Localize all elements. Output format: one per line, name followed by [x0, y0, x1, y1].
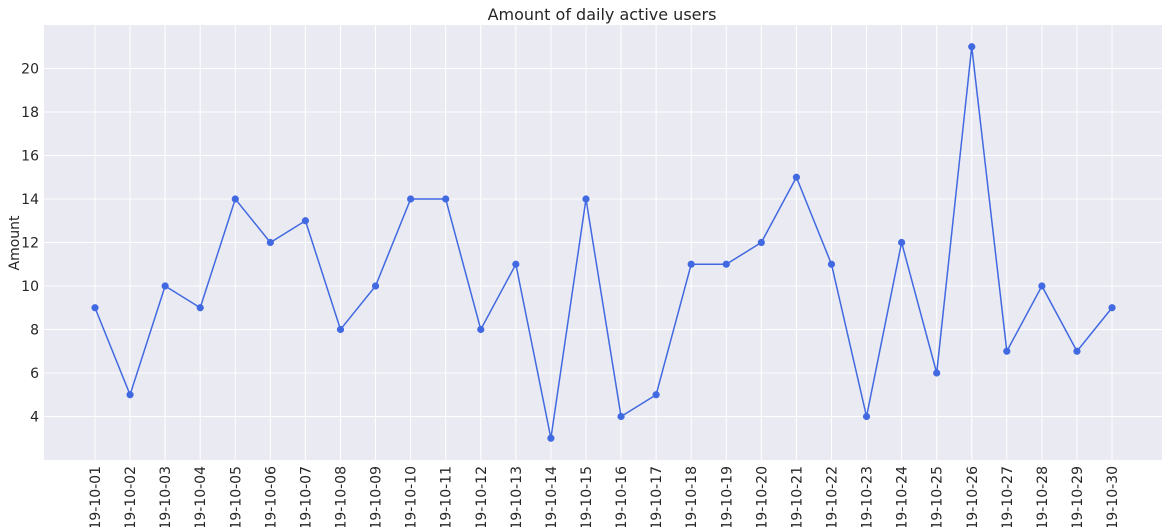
data-point	[652, 391, 660, 399]
data-point	[371, 282, 380, 290]
x-tick-label: 19-10-26	[965, 466, 981, 527]
y-tick-label: 8	[30, 323, 39, 339]
y-tick-label: 6	[30, 366, 39, 382]
y-tick-label: 20	[21, 62, 39, 78]
x-tick-label: 19-10-22	[824, 466, 840, 527]
data-point	[407, 195, 415, 203]
data-point	[547, 434, 555, 442]
x-tick-label: 19-10-18	[684, 466, 700, 527]
y-tick-label: 18	[21, 105, 39, 121]
x-tick-label: 19-10-19	[719, 466, 735, 527]
data-point	[722, 260, 730, 268]
x-tick-label: 19-10-05	[228, 466, 244, 527]
data-point	[862, 412, 871, 421]
data-point	[757, 238, 765, 247]
x-tick-label: 19-10-24	[895, 466, 911, 527]
data-point	[126, 391, 134, 399]
data-point	[827, 260, 836, 268]
x-tick-label: 19-10-15	[579, 466, 595, 527]
x-tick-label: 19-10-23	[860, 466, 876, 527]
y-tick-label: 10	[21, 279, 39, 295]
y-tick-labels: 4 6 8 10 12 14 16 18 20	[21, 62, 39, 426]
x-tick-label: 19-10-25	[930, 466, 946, 527]
data-point	[1003, 347, 1011, 355]
data-point	[1108, 304, 1116, 312]
y-tick-label: 12	[21, 236, 39, 252]
data-point	[617, 412, 625, 421]
data-point	[898, 238, 906, 247]
y-axis-label: Amount	[7, 215, 23, 271]
x-tick-label: 19-10-11	[439, 466, 455, 527]
data-point	[687, 260, 695, 268]
x-tick-labels: 19-10-01 19-10-02 19-10-03 19-10-04 19-10-05…	[88, 466, 1121, 527]
x-tick-label: 19-10-20	[754, 466, 770, 527]
x-tick-label: 19-10-06	[263, 466, 279, 527]
x-tick-label: 19-10-30	[1105, 466, 1121, 527]
data-point	[301, 217, 310, 225]
x-tick-label: 19-10-03	[158, 466, 174, 527]
x-tick-label: 19-10-10	[404, 466, 420, 527]
y-tick-label: 4	[30, 410, 39, 426]
series-line	[94, 46, 1113, 439]
data-point	[266, 238, 274, 247]
x-tick-label: 19-10-08	[333, 466, 349, 527]
data-point	[933, 369, 941, 377]
x-tick-label: 19-10-04	[193, 466, 209, 527]
data-points	[91, 43, 1116, 442]
data-point	[442, 195, 450, 203]
x-tick-label: 19-10-09	[369, 466, 385, 527]
data-point	[477, 325, 485, 334]
x-tick-label: 19-10-02	[123, 466, 139, 527]
x-tick-label: 19-10-29	[1070, 466, 1086, 527]
x-tick-label: 19-10-14	[544, 466, 560, 527]
data-point	[512, 260, 520, 268]
y-tick-label: 14	[21, 192, 39, 208]
y-tick-label: 16	[21, 149, 39, 165]
data-point	[968, 43, 976, 51]
data-point	[91, 304, 99, 312]
x-tick-label: 19-10-12	[474, 466, 490, 527]
data-point	[1073, 347, 1081, 355]
x-tick-label: 19-10-27	[1000, 466, 1016, 527]
data-point	[792, 173, 801, 181]
x-tick-label: 19-10-01	[88, 466, 104, 527]
x-tick-label: 19-10-16	[614, 466, 630, 527]
data-point	[161, 282, 169, 290]
data-point	[196, 304, 204, 312]
chart-title: Amount of daily active users	[488, 5, 717, 24]
data-point	[231, 195, 239, 203]
x-tick-label: 19-10-17	[649, 466, 665, 527]
x-tick-label: 19-10-13	[509, 466, 525, 527]
data-point	[1038, 282, 1046, 290]
grid-lines	[44, 25, 1162, 460]
x-tick-label: 19-10-21	[789, 466, 805, 527]
data-point	[336, 325, 345, 334]
x-tick-label: 19-10-28	[1035, 466, 1051, 527]
x-tick-label: 19-10-07	[298, 466, 314, 527]
data-point	[582, 195, 590, 203]
